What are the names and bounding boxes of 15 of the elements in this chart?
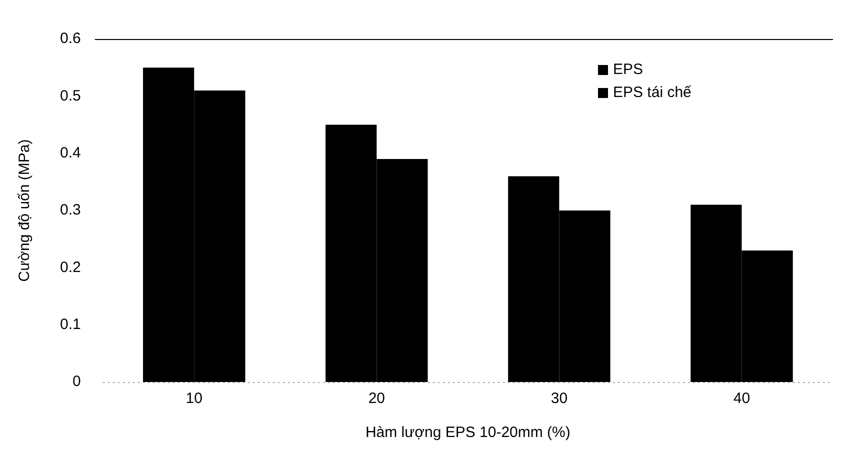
x-tick-label: 30 [550, 390, 568, 408]
legend-label: EPS [613, 60, 644, 80]
x-axis-title: Hàm lượng EPS 10-20mm (%) [365, 424, 570, 442]
y-tick-label: 0.6 [60, 30, 81, 48]
y-tick-label: 0.2 [60, 258, 81, 276]
x-tick-label: 10 [186, 390, 202, 408]
x-tick-label: 20 [368, 390, 385, 408]
y-tick-label: 0.3 [60, 202, 81, 219]
x-tick-label: 40 [733, 390, 750, 408]
y-tick-label: 0.1 [60, 316, 81, 333]
y-tick-label: 0 [72, 373, 81, 390]
y-axis-title: Cường độ uốn (MPa) [16, 139, 34, 282]
legend-label: EPS tái chế [613, 83, 692, 103]
y-tick-label: 0.5 [60, 87, 81, 104]
y-tick-label: 0.4 [60, 144, 81, 162]
